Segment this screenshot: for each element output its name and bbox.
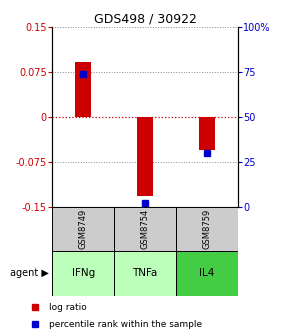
Text: agent ▶: agent ▶: [10, 268, 49, 279]
Text: log ratio: log ratio: [49, 303, 87, 312]
Text: GSM8759: GSM8759: [202, 209, 211, 249]
Title: GDS498 / 30922: GDS498 / 30922: [94, 13, 196, 26]
Text: IL4: IL4: [199, 268, 215, 279]
Text: IFNg: IFNg: [72, 268, 95, 279]
Bar: [137, 117, 153, 196]
Bar: [52, 207, 114, 251]
Bar: [114, 251, 176, 296]
Bar: [52, 251, 114, 296]
Bar: [176, 207, 238, 251]
Bar: [114, 207, 176, 251]
Text: TNFa: TNFa: [132, 268, 158, 279]
Bar: [176, 251, 238, 296]
Text: GSM8754: GSM8754: [140, 209, 150, 249]
Bar: [199, 117, 215, 150]
Text: percentile rank within the sample: percentile rank within the sample: [49, 320, 202, 329]
Bar: [75, 61, 91, 117]
Text: GSM8749: GSM8749: [79, 209, 88, 249]
